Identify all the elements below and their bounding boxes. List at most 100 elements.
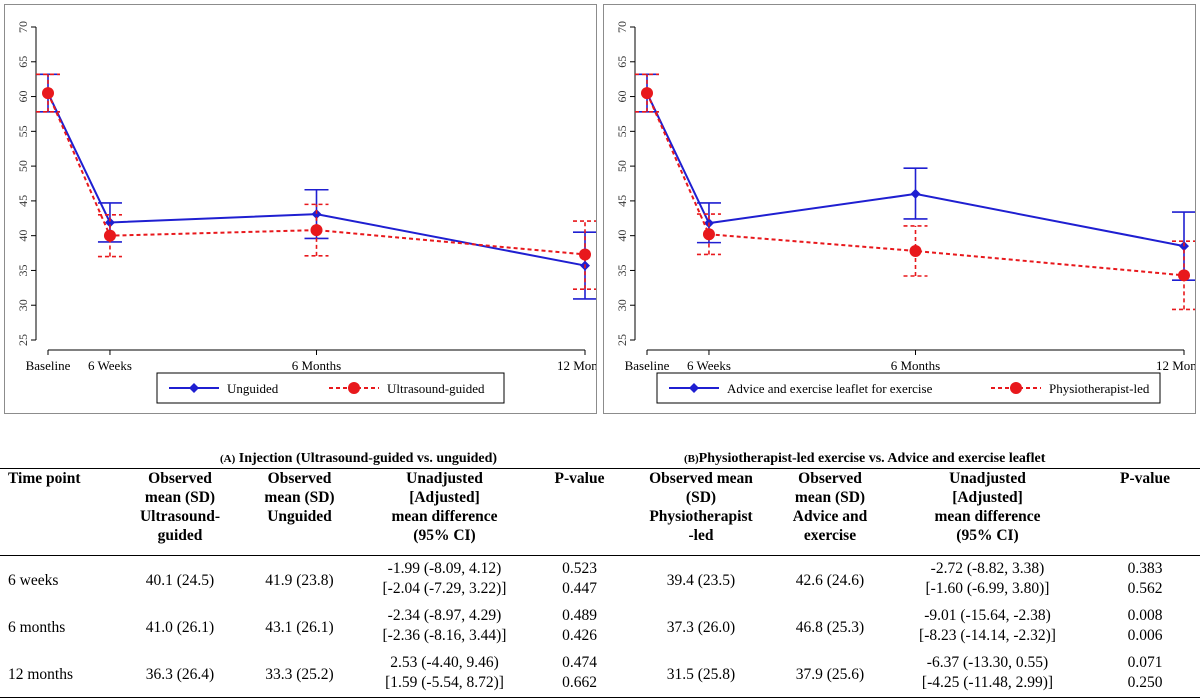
data-point bbox=[311, 209, 322, 220]
y-tick-label: 25 bbox=[615, 334, 629, 346]
column-header-line: P-value bbox=[1120, 470, 1170, 487]
x-tick-label: 6 Months bbox=[292, 358, 341, 373]
data-point bbox=[104, 217, 115, 228]
table-cell-line: 0.071 bbox=[1127, 654, 1163, 671]
table-cell-line: [-4.25 (-11.48, 2.99)] bbox=[921, 674, 1054, 691]
table-row: 12 months 36.3 (26.4) 33.3 (25.2) 2.53 (-4.… bbox=[0, 650, 1200, 698]
table-cell-line: 42.6 (24.6) bbox=[795, 572, 865, 589]
table-cell: 36.3 (26.4) bbox=[118, 650, 242, 698]
data-point bbox=[909, 244, 922, 257]
table-cell-line: [-2.04 (-7.29, 3.22)] bbox=[382, 580, 507, 597]
x-tick-label: 6 Months bbox=[891, 358, 940, 373]
table-header-row: Time point Observed mean (SD) Ultrasound-gu… bbox=[0, 468, 1200, 556]
column-header: Unadjusted [Adjusted] mean difference (95% … bbox=[885, 468, 1090, 556]
column-header-line: Observed bbox=[798, 470, 862, 487]
legend-label: Advice and exercise leaflet for exercise bbox=[727, 381, 933, 396]
column-header: P-value bbox=[532, 468, 627, 556]
table-cell: 46.8 (25.3) bbox=[775, 603, 885, 650]
table-cell-line: -6.37 (-13.30, 0.55) bbox=[926, 654, 1049, 671]
y-tick-label: 65 bbox=[615, 56, 629, 68]
table-cell-line: 41.9 (23.8) bbox=[265, 572, 334, 589]
table-cell-line: 37.3 (26.0) bbox=[666, 619, 736, 636]
table-cell-line: 12 months bbox=[8, 666, 74, 683]
table-cell-line: 31.5 (25.8) bbox=[666, 666, 736, 683]
x-tick-label: 12 Months bbox=[1156, 358, 1195, 373]
table-cell: 41.9 (23.8) bbox=[242, 556, 357, 604]
y-tick-label: 45 bbox=[16, 195, 30, 207]
table-cell-line: 2.53 (-4.40, 9.46) bbox=[390, 654, 499, 671]
column-header-line: mean (SD) bbox=[264, 489, 335, 506]
table-cell: 0.489 0.426 bbox=[532, 603, 627, 650]
table-caption-a: (A) Injection (Ultrasound-guided vs. ung… bbox=[220, 451, 498, 466]
legend-marker bbox=[1010, 382, 1022, 394]
table-cell: -9.01 (-15.64, -2.38) [-8.23 (-14.14, -2.… bbox=[885, 603, 1090, 650]
column-header-line: Time point bbox=[8, 470, 81, 487]
table-cell-line: 6 weeks bbox=[8, 572, 59, 589]
column-header-line: (95% CI) bbox=[956, 527, 1019, 544]
table-cell: -2.72 (-8.82, 3.38) [-1.60 (-6.99, 3.80)] bbox=[885, 556, 1090, 604]
column-header: Observed mean (SD) Advice and exercise bbox=[775, 468, 885, 556]
data-point bbox=[42, 87, 54, 100]
column-header-line: mean (SD) bbox=[794, 489, 866, 506]
column-header-line: Unadjusted bbox=[406, 470, 483, 487]
table-cell-line: 41.0 (26.1) bbox=[145, 619, 215, 636]
series-line bbox=[47, 92, 586, 256]
legend-label: Unguided bbox=[227, 381, 279, 396]
column-header: Observed mean (SD) Unguided bbox=[242, 468, 357, 556]
table-cell-line: 33.3 (25.2) bbox=[265, 666, 334, 683]
x-tick-label: Baseline bbox=[625, 358, 670, 373]
table-cell: 0.383 0.562 bbox=[1090, 556, 1200, 604]
x-tick-label: Baseline bbox=[26, 358, 71, 373]
y-tick-label: 35 bbox=[16, 264, 30, 276]
legend-marker bbox=[348, 382, 360, 394]
table-cell-line: 37.9 (25.6) bbox=[795, 666, 865, 683]
y-tick-label: 50 bbox=[615, 160, 629, 172]
table-cell: -2.34 (-8.97, 4.29) [-2.36 (-8.16, 3.44)] bbox=[357, 603, 532, 650]
y-tick-label: 30 bbox=[16, 299, 30, 311]
table-cell: 33.3 (25.2) bbox=[242, 650, 357, 698]
table-cell: 41.0 (26.1) bbox=[118, 603, 242, 650]
legend-label: Ultrasound-guided bbox=[387, 381, 485, 396]
table-cell-line: [1.59 (-5.54, 8.72)] bbox=[385, 674, 504, 691]
table-cell: 37.3 (26.0) bbox=[627, 603, 775, 650]
data-point bbox=[310, 224, 323, 237]
table-cell: 0.071 0.250 bbox=[1090, 650, 1200, 698]
column-header-line: [Adjusted] bbox=[409, 489, 480, 506]
column-header-line: Observed mean bbox=[649, 470, 753, 487]
data-point bbox=[579, 248, 591, 261]
table-cell-line: 0.662 bbox=[562, 674, 597, 691]
column-header-line: Observed bbox=[148, 470, 212, 487]
table-cell-line: 36.3 (26.4) bbox=[145, 666, 215, 683]
column-header-line: Unadjusted bbox=[949, 470, 1026, 487]
column-header-line: (SD) bbox=[685, 489, 717, 506]
table-cell-line: 40.1 (24.5) bbox=[145, 572, 215, 589]
column-header-line: Physiotherapist bbox=[649, 508, 753, 525]
table-cell-line: 0.474 bbox=[562, 654, 597, 671]
table-cell-line: 39.4 (23.5) bbox=[666, 572, 736, 589]
column-header: Observed mean (SD) Physiotherapist -led bbox=[627, 468, 775, 556]
y-tick-label: 55 bbox=[615, 125, 629, 137]
y-tick-label: 55 bbox=[16, 125, 30, 137]
column-header-line: P-value bbox=[554, 470, 605, 487]
data-point bbox=[910, 188, 921, 199]
column-header: P-value bbox=[1090, 468, 1200, 556]
table-cell-line: -2.34 (-8.97, 4.29) bbox=[387, 607, 502, 624]
x-tick-label: 6 Weeks bbox=[88, 358, 132, 373]
column-header-line: guided bbox=[157, 527, 203, 544]
legend-marker bbox=[689, 383, 699, 393]
chart-a-svg: 25 30 35 40 45 50 55 60 65 70 Baseline 6 Weeks 6 Mon… bbox=[16, 21, 613, 404]
y-tick-label: 25 bbox=[16, 334, 30, 346]
data-point bbox=[641, 87, 653, 100]
chart-panel-a: 25 30 35 40 45 50 55 60 65 70 Baseline 6 Weeks 6 Mon… bbox=[4, 4, 613, 414]
column-header-line: Unguided bbox=[267, 508, 332, 525]
column-header-line: Ultrasound- bbox=[139, 508, 221, 525]
table-cell-line: 0.006 bbox=[1127, 627, 1163, 644]
table-cell-line: 6 months bbox=[8, 619, 66, 636]
x-tick-label: 6 Weeks bbox=[687, 358, 731, 373]
column-header-line: exercise bbox=[803, 527, 857, 544]
y-tick-label: 65 bbox=[16, 56, 30, 68]
table-cell-line: 43.1 (26.1) bbox=[265, 619, 334, 636]
table-cell-line: 0.523 bbox=[562, 560, 597, 577]
table-cell-line: [-1.60 (-6.99, 3.80)] bbox=[925, 580, 1050, 597]
chart-b-svg: 25 30 35 40 45 50 55 60 65 70 Baseline 6 Weeks 6 Mon… bbox=[615, 21, 1200, 404]
